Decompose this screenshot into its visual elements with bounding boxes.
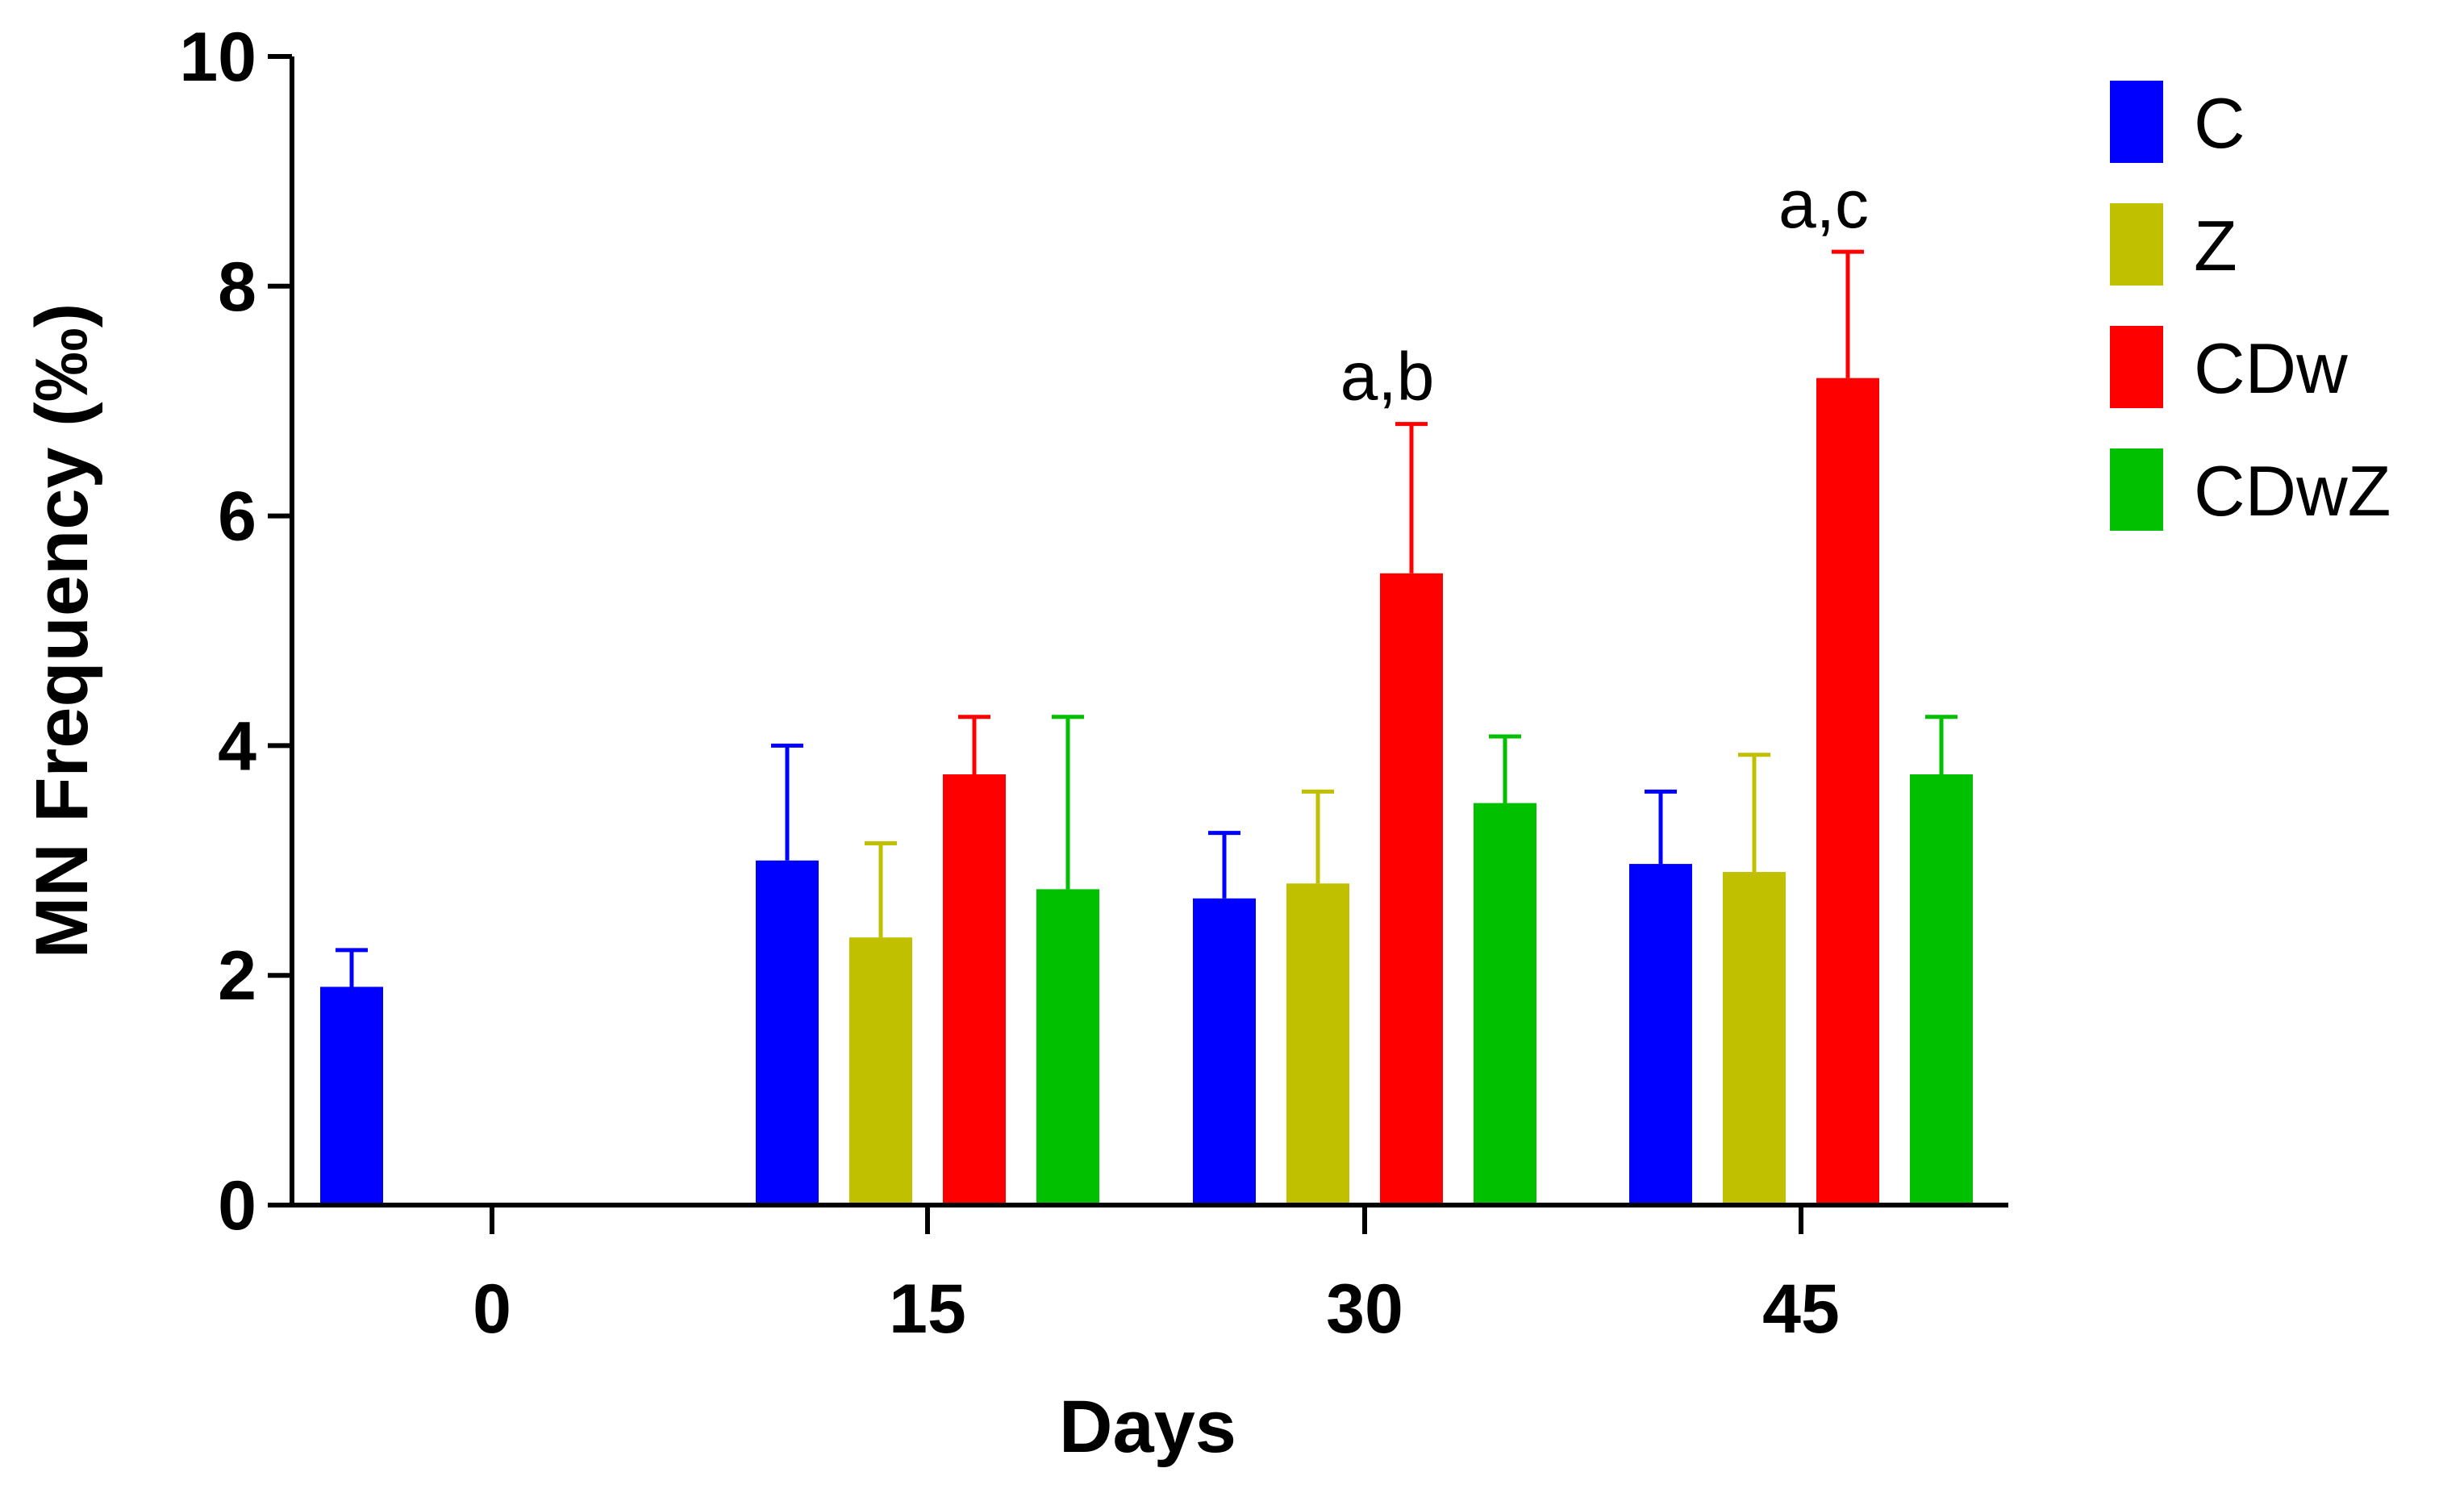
bar-C-day-15 (756, 860, 819, 1205)
bar-C-day-0 (320, 986, 383, 1205)
y-tick-label: 4 (218, 707, 256, 785)
bar-Z-day-15 (849, 937, 912, 1205)
bar-Z-day-45 (1723, 872, 1786, 1205)
bar-CDwZ-day-45 (1910, 774, 1973, 1205)
legend-label-C: C (2194, 83, 2245, 163)
legend: CZ CDw CDwZ (2110, 81, 2391, 531)
y-tick-label: 10 (179, 19, 256, 96)
bar-Z-day-30 (1286, 883, 1349, 1205)
x-tick-label: 45 (1762, 1270, 1840, 1348)
x-tick-label: 0 (473, 1270, 511, 1348)
bar-C-day-45 (1629, 864, 1692, 1205)
annotation-label: a,b (1340, 339, 1435, 415)
legend-swatch-CDwZ (2110, 448, 2163, 531)
legend-label-CDw: CDw (2194, 328, 2348, 408)
plot-area: a,b a,c (320, 166, 1973, 1206)
legend-label-Z: Z (2194, 206, 2237, 286)
x-axis-title: Days (1059, 1386, 1236, 1468)
bar-CDwZ-day-30 (1474, 803, 1536, 1205)
x-tick-label: 15 (889, 1270, 966, 1348)
y-axis: 0 2 4 6 8 10 (179, 19, 292, 1245)
y-tick-label: 6 (218, 478, 256, 556)
bar-CDw-day-45 (1816, 377, 1879, 1206)
legend-swatch-C (2110, 81, 2163, 163)
y-tick-label: 2 (218, 937, 256, 1015)
y-tick-label: 8 (218, 248, 256, 326)
x-tick-label: 30 (1326, 1270, 1403, 1348)
x-axis: 0 15 30 45 (473, 1205, 1840, 1348)
bar-CDw-day-30 (1380, 573, 1443, 1205)
y-tick-label: 0 (218, 1167, 256, 1245)
bar-CDw-day-15 (943, 774, 1006, 1205)
bar-C-day-30 (1193, 898, 1256, 1205)
legend-swatch-Z (2110, 203, 2163, 286)
bar-CDwZ-day-15 (1036, 889, 1099, 1205)
legend-label-CDwZ: CDwZ (2194, 451, 2391, 531)
annotation-label: a,c (1778, 166, 1869, 242)
y-axis-title: MN Frequency (‰) (21, 303, 103, 959)
legend-swatch-CDw (2110, 326, 2163, 408)
